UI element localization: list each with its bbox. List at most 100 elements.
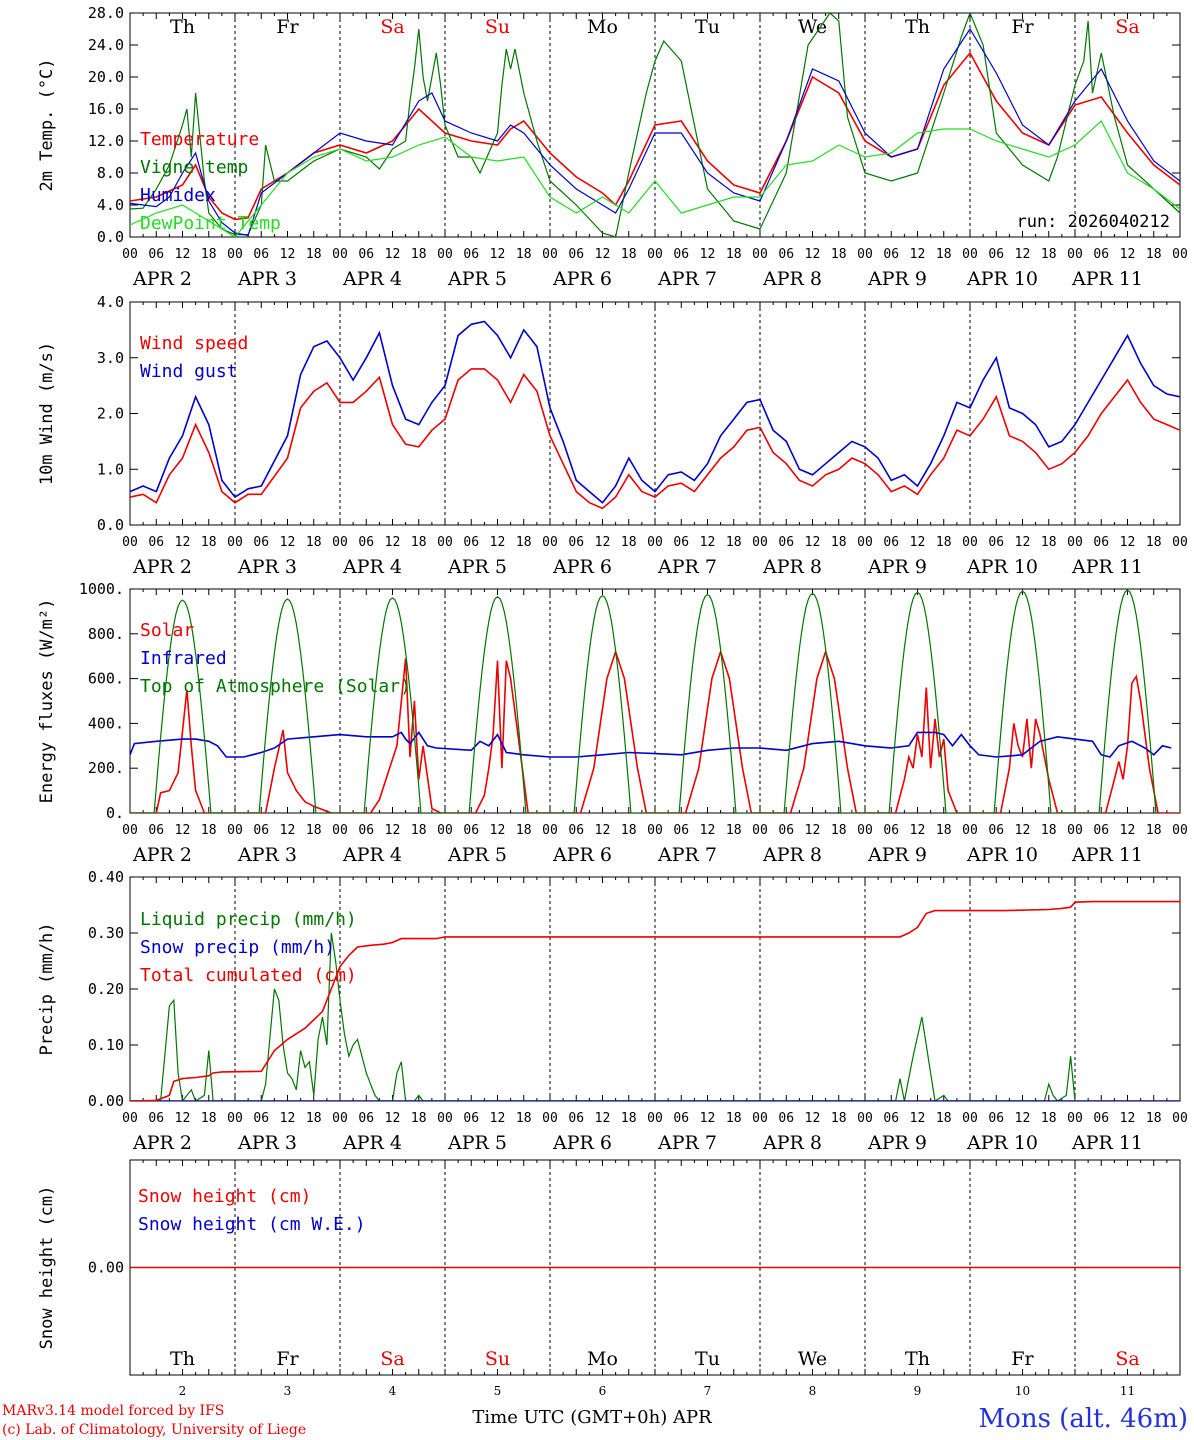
y-tick-label: 0.10 [88, 1036, 124, 1054]
hour-tick-label: 06 [568, 1111, 584, 1126]
hour-tick-label: 00 [542, 535, 558, 550]
hour-tick-label: 06 [568, 247, 584, 262]
date-label: APR 7 [657, 556, 717, 578]
hour-tick-label: 12 [1015, 247, 1031, 262]
hour-tick-label: 18 [936, 535, 952, 550]
weekday-label: Sa [1115, 1348, 1139, 1370]
hour-tick-label: 00 [122, 823, 138, 838]
hour-tick-label: 00 [332, 535, 348, 550]
hour-tick-label: 12 [700, 247, 716, 262]
hour-tick-label: 18 [621, 823, 637, 838]
hour-tick-label: 12 [700, 535, 716, 550]
hour-tick-label: 06 [358, 535, 374, 550]
hour-tick-label: 00 [227, 535, 243, 550]
y-tick-label: 4.0 [97, 293, 124, 311]
series-line-temperature [130, 51, 1180, 221]
hour-tick-label: 18 [936, 247, 952, 262]
series-line-liquid-precip-mm-h [130, 932, 1076, 1101]
hour-tick-label: 18 [831, 535, 847, 550]
weekday-label: We [798, 1348, 827, 1370]
hour-tick-label: 12 [385, 1111, 401, 1126]
y-tick-label: 400. [88, 714, 124, 732]
hour-tick-label: 18 [306, 1111, 322, 1126]
hour-tick-label: 06 [253, 1111, 269, 1126]
day-number-label: 2 [179, 1384, 187, 1398]
weekday-label: Fr [276, 16, 299, 38]
hour-tick-label: 18 [1146, 823, 1162, 838]
date-label: APR 6 [552, 556, 612, 578]
weekday-label: Th [905, 1348, 930, 1370]
hour-tick-label: 00 [122, 535, 138, 550]
weekday-label: Su [485, 1348, 510, 1370]
day-number-label: 6 [599, 1384, 607, 1398]
hour-tick-label: 00 [122, 1111, 138, 1126]
hour-tick-label: 00 [1172, 1111, 1188, 1126]
lab-credit: (c) Lab. of Climatology, University of L… [2, 1422, 306, 1438]
legend-entry: Snow precip (mm/h) [140, 937, 335, 958]
hour-tick-label: 06 [988, 823, 1004, 838]
hour-tick-label: 00 [752, 535, 768, 550]
hour-tick-label: 06 [1093, 247, 1109, 262]
y-tick-label: 0.0 [97, 228, 124, 246]
date-label: APR 4 [342, 1132, 402, 1154]
hour-tick-label: 18 [411, 247, 427, 262]
hour-tick-label: 18 [201, 823, 217, 838]
hour-tick-label: 12 [490, 247, 506, 262]
day-number-label: 8 [809, 1384, 817, 1398]
hour-tick-label: 18 [516, 247, 532, 262]
hour-tick-label: 18 [516, 823, 532, 838]
series-line-dewpoint-temp [130, 120, 1180, 237]
date-label: APR 2 [132, 1132, 192, 1154]
hour-tick-label: 00 [437, 823, 453, 838]
plot-frame [129, 588, 1181, 814]
hour-tick-label: 18 [621, 1111, 637, 1126]
hour-tick-label: 12 [490, 1111, 506, 1126]
hour-tick-label: 12 [700, 1111, 716, 1126]
hour-tick-label: 12 [595, 1111, 611, 1126]
weekday-label: Sa [380, 16, 404, 38]
hour-tick-label: 06 [778, 823, 794, 838]
hour-tick-label: 18 [1146, 535, 1162, 550]
weekday-label: Mo [587, 16, 618, 38]
hour-tick-label: 12 [490, 535, 506, 550]
date-label: APR 3 [237, 1132, 297, 1154]
panel-temp: 0.0 4.0 8.0 12.0 16.0 20.0 24.0 28.0 2m Temp. (°… [37, 4, 1188, 290]
y-tick-label: 20.0 [88, 68, 124, 86]
hour-tick-label: 06 [463, 1111, 479, 1126]
series-line-humidex [130, 27, 1180, 237]
hour-tick-label: 12 [700, 823, 716, 838]
hour-tick-label: 00 [227, 247, 243, 262]
hour-tick-label: 00 [332, 1111, 348, 1126]
hour-tick-label: 18 [726, 247, 742, 262]
y-tick-label: 2.0 [97, 405, 124, 423]
hour-tick-label: 00 [437, 535, 453, 550]
hour-tick-label: 12 [1015, 535, 1031, 550]
y-tick-label: 4.0 [97, 196, 124, 214]
hour-tick-label: 06 [1093, 535, 1109, 550]
date-label: APR 9 [867, 844, 927, 866]
y-tick-label: 0.0 [97, 516, 124, 534]
hour-tick-label: 06 [673, 823, 689, 838]
hour-tick-label: 00 [962, 823, 978, 838]
legend-entry: Snow height (cm) [138, 1186, 311, 1207]
hour-tick-label: 06 [568, 823, 584, 838]
hour-tick-label: 18 [726, 823, 742, 838]
hour-tick-label: 00 [857, 535, 873, 550]
hour-tick-label: 06 [463, 823, 479, 838]
series-group [130, 320, 1180, 510]
y-tick-label: 200. [88, 759, 124, 777]
hour-tick-label: 18 [516, 1111, 532, 1126]
date-label: APR 5 [447, 268, 507, 290]
hour-tick-label: 12 [805, 247, 821, 262]
hour-tick-label: 12 [385, 823, 401, 838]
hour-tick-label: 06 [673, 535, 689, 550]
hour-tick-label: 18 [1041, 247, 1057, 262]
date-label: APR 9 [867, 1132, 927, 1154]
hour-tick-label: 18 [201, 535, 217, 550]
hour-tick-label: 06 [148, 247, 164, 262]
hour-tick-label: 18 [411, 535, 427, 550]
hour-tick-label: 12 [1015, 823, 1031, 838]
weekday-label: Th [170, 1348, 195, 1370]
date-label: APR 7 [657, 844, 717, 866]
weekday-label: Sa [1115, 16, 1139, 38]
